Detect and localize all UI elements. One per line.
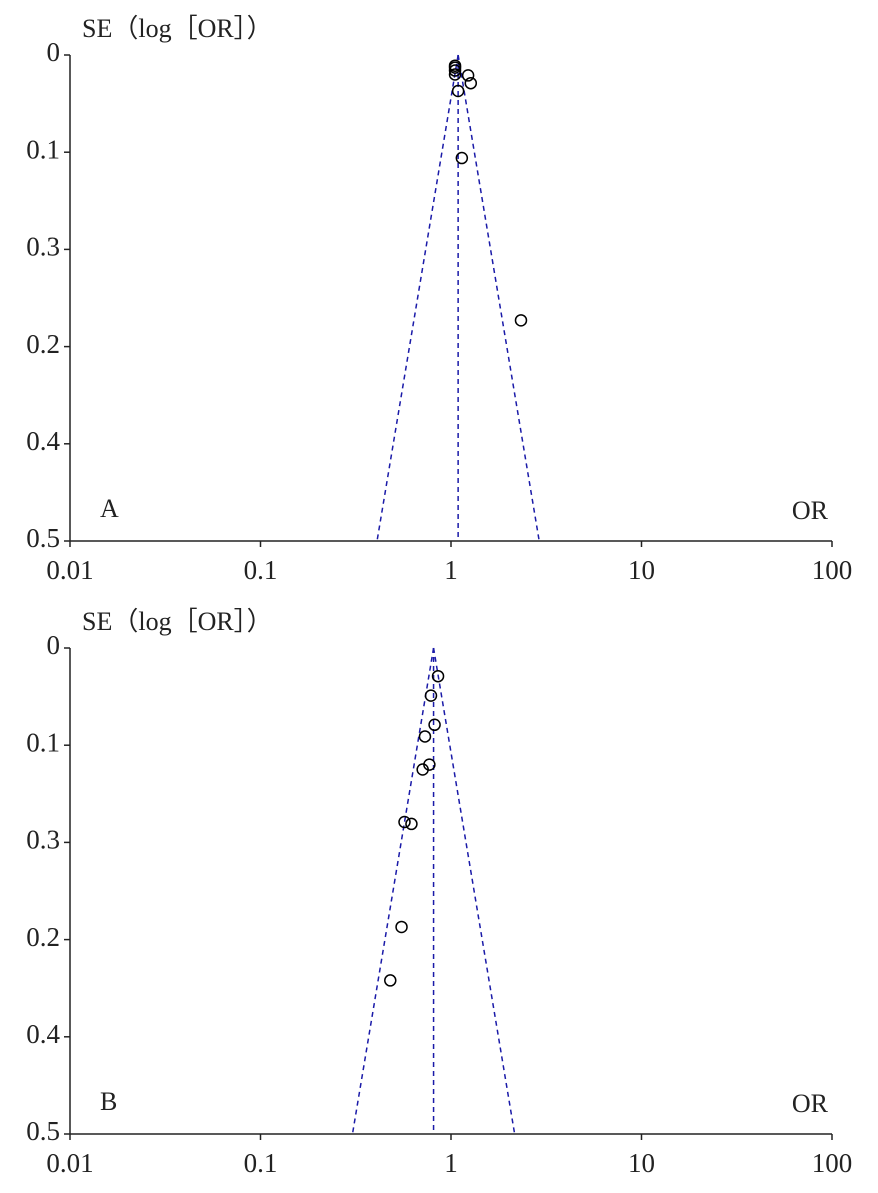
- study-point: [448, 64, 462, 77]
- y-axis-title: SE（log［OR］）: [82, 607, 273, 636]
- study-point: [395, 920, 408, 934]
- x-tick-label: 10: [628, 555, 655, 585]
- panel-label: A: [100, 494, 119, 523]
- study-point: [384, 974, 397, 987]
- funnel-limit: [432, 647, 516, 1135]
- y-tick-label: 0.4: [26, 426, 60, 456]
- x-axis-title: OR: [792, 1089, 829, 1118]
- x-tick-label: 0.01: [46, 1148, 93, 1178]
- x-tick-label: 0.1: [244, 1148, 278, 1178]
- funnel-limit: [457, 54, 540, 542]
- study-point: [455, 151, 469, 165]
- study-point: [464, 76, 478, 90]
- y-tick-label: 0: [47, 37, 61, 67]
- study-point: [424, 689, 438, 702]
- y-tick-label: 0.2: [26, 922, 60, 952]
- y-tick-label: 0.3: [26, 232, 60, 262]
- y-tick-label: 0.2: [26, 329, 60, 359]
- study-point: [514, 314, 528, 327]
- y-axis-title: SE（log［OR］）: [82, 14, 273, 43]
- y-tick-label: 0: [47, 630, 61, 660]
- study-point: [405, 817, 418, 831]
- x-tick-label: 1: [444, 1148, 458, 1178]
- study-point: [448, 68, 462, 81]
- x-tick-label: 100: [812, 555, 853, 585]
- study-point: [398, 815, 411, 829]
- y-tick-label: 0.3: [26, 825, 60, 855]
- x-tick-label: 0.1: [244, 555, 278, 585]
- y-tick-label: 0.1: [26, 727, 60, 757]
- x-tick-label: 100: [812, 1148, 853, 1178]
- x-tick-label: 10: [628, 1148, 655, 1178]
- x-axis-title: OR: [792, 496, 829, 525]
- y-tick-label: 0.5: [26, 523, 60, 553]
- study-point: [461, 69, 475, 82]
- x-tick-label: 1: [444, 555, 458, 585]
- study-point: [416, 763, 429, 776]
- study-point: [431, 669, 445, 683]
- funnel-limit: [351, 647, 435, 1135]
- x-tick-label: 0.01: [46, 555, 93, 585]
- y-tick-label: 0.5: [26, 1116, 60, 1146]
- funnel-limit: [376, 54, 459, 542]
- study-point: [451, 84, 465, 98]
- panel-label: B: [100, 1087, 117, 1116]
- study-point: [418, 730, 432, 743]
- study-point: [428, 718, 441, 732]
- y-tick-label: 0.1: [26, 134, 60, 164]
- y-tick-label: 0.4: [26, 1019, 60, 1049]
